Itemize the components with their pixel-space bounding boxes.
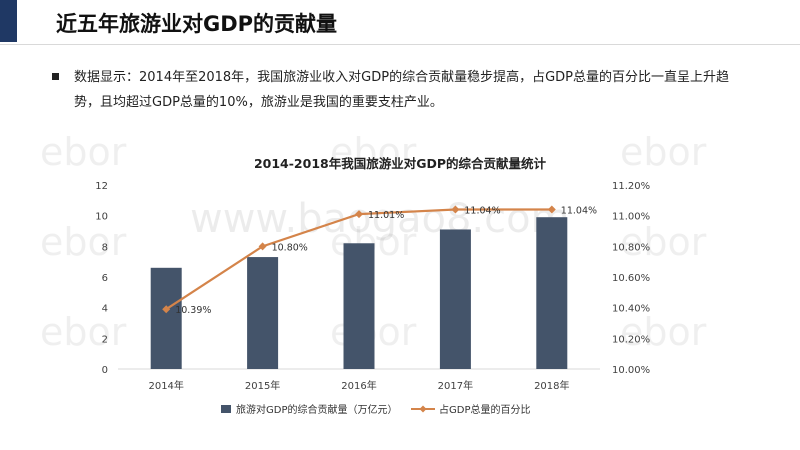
legend-line-marker <box>419 405 427 413</box>
point-label: 11.01% <box>368 210 404 221</box>
page-title: 近五年旅游业对GDP的贡献量 <box>56 12 338 36</box>
chart-title: 2014-2018年我国旅游业对GDP的综合贡献量统计 <box>254 156 547 171</box>
y-right-tick-label: 10.60% <box>612 273 650 284</box>
bar <box>343 243 375 369</box>
y-right-tick-label: 10.00% <box>612 365 650 376</box>
summary-text: 数据显示：2014年至2018年，我国旅游业收入对GDP的综合贡献量稳步提高，占… <box>74 70 730 110</box>
y-left-tick-label: 8 <box>102 242 108 253</box>
point-label: 10.80% <box>272 242 308 253</box>
x-tick-label: 2016年 <box>341 379 376 392</box>
line-point <box>355 210 363 219</box>
summary-bullet: 数据显示：2014年至2018年，我国旅游业收入对GDP的综合贡献量稳步提高，占… <box>52 65 752 115</box>
x-tick-label: 2015年 <box>245 379 280 392</box>
y-right-tick-label: 11.20% <box>612 181 650 192</box>
bar <box>247 257 279 369</box>
y-left-tick-label: 0 <box>102 365 108 376</box>
y-left-tick-label: 12 <box>95 181 108 192</box>
x-tick-label: 2018年 <box>534 379 569 392</box>
accent-bar <box>0 0 17 42</box>
y-right-tick-label: 10.20% <box>612 334 650 345</box>
bullet-square-icon <box>52 73 59 80</box>
y-left-tick-label: 10 <box>95 212 108 223</box>
y-left-tick-label: 2 <box>102 334 108 345</box>
bar <box>439 229 471 369</box>
header-divider <box>0 44 800 45</box>
point-label: 11.04% <box>561 206 597 217</box>
x-tick-label: 2014年 <box>148 379 183 392</box>
bar <box>536 217 568 369</box>
y-right-tick-label: 10.40% <box>612 304 650 315</box>
bar <box>150 267 182 369</box>
legend-bar-label: 旅游对GDP的综合贡献量（万亿元） <box>236 403 397 416</box>
legend-line-label: 占GDP总量的百分比 <box>439 403 530 416</box>
y-right-tick-label: 10.80% <box>612 242 650 253</box>
x-tick-label: 2017年 <box>438 379 473 392</box>
line-point <box>547 205 556 214</box>
y-left-tick-label: 4 <box>102 304 108 315</box>
legend-bar-swatch <box>221 405 231 413</box>
line-point <box>451 205 460 214</box>
y-left-tick-label: 6 <box>102 273 108 284</box>
line-point <box>258 242 267 251</box>
point-label: 11.04% <box>464 206 500 217</box>
y-right-tick-label: 11.00% <box>612 212 650 223</box>
line-point <box>162 305 171 314</box>
point-label: 10.39% <box>175 305 211 316</box>
